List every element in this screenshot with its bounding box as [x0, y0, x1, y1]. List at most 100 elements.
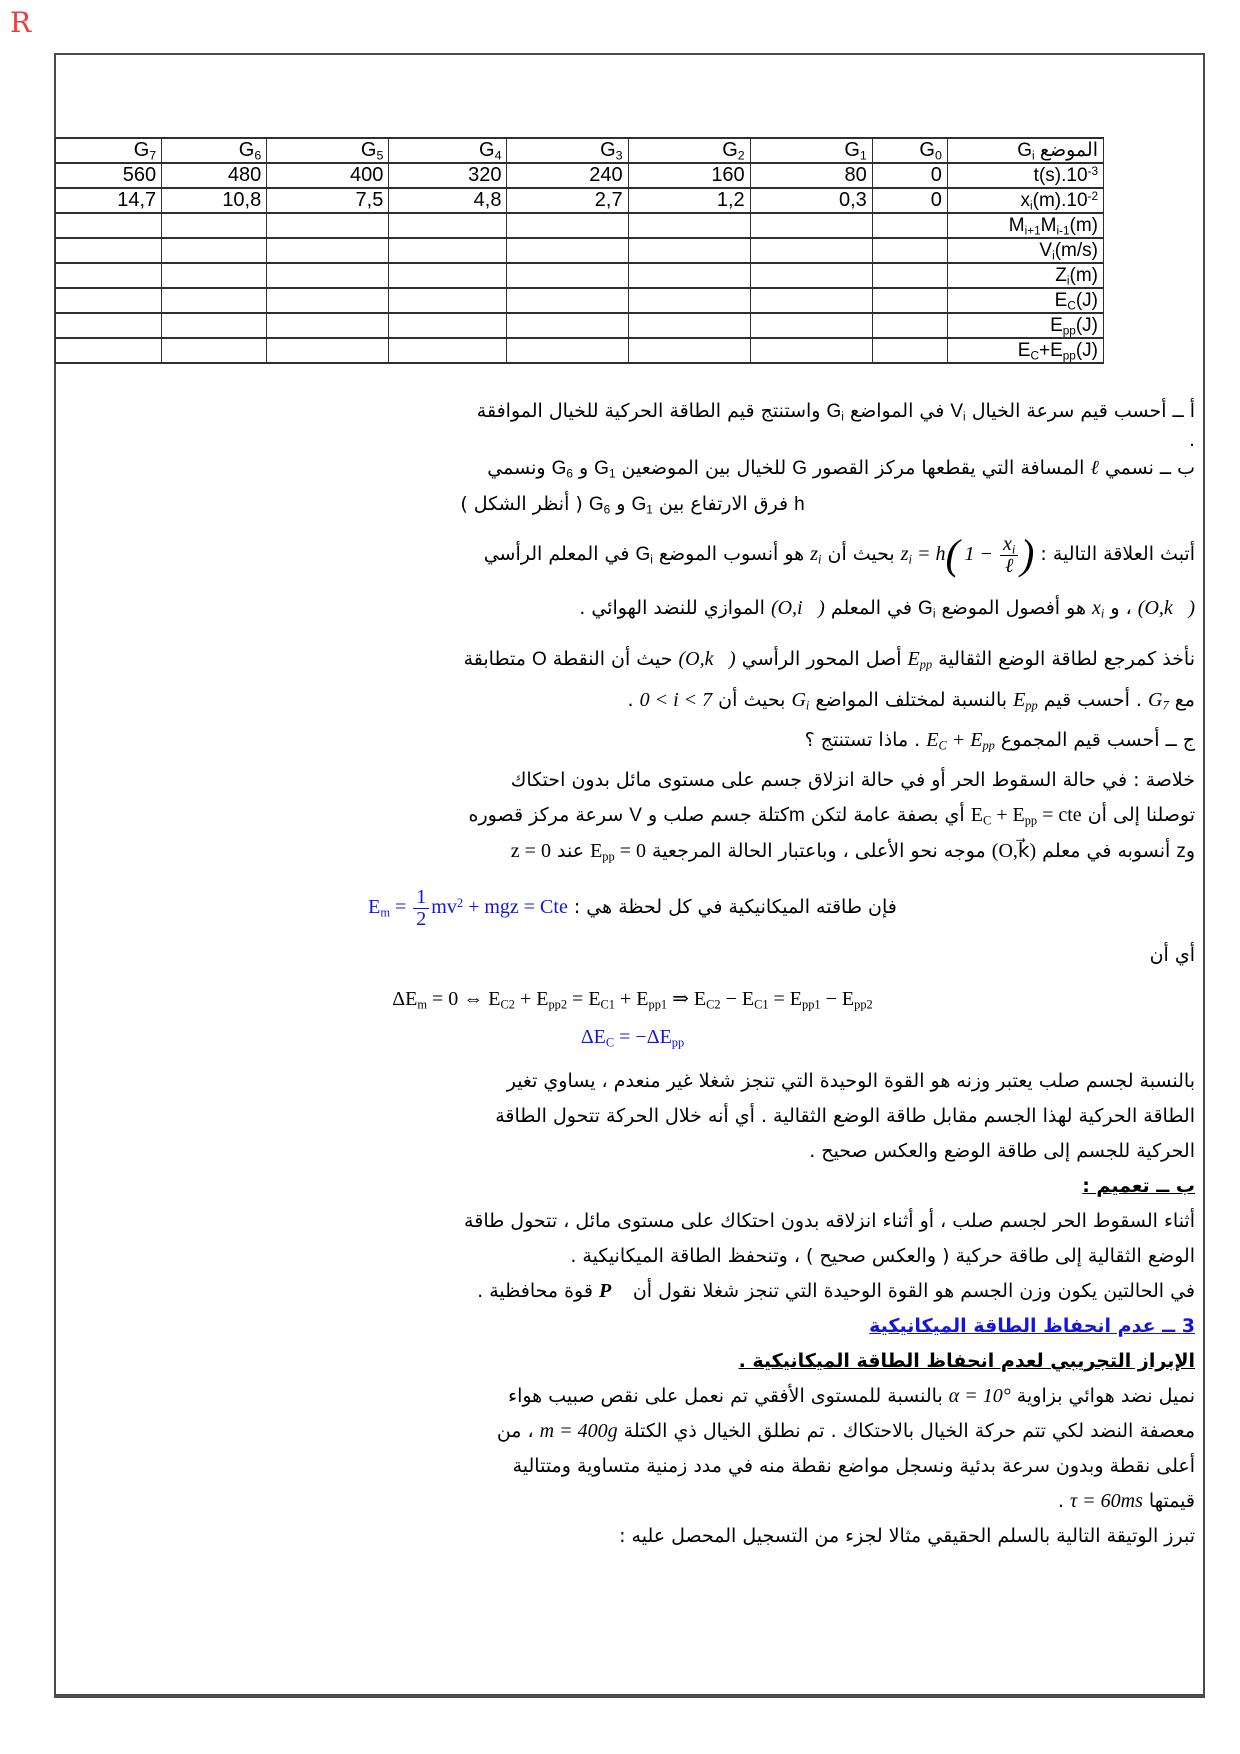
row-label-cell: Vi(m/s): [946, 237, 1105, 264]
solid-body-line3: الحركية للجسم إلى طاقة الوضع والعكس صحيح…: [809, 1140, 1195, 1162]
table-cell: [54, 337, 163, 364]
table-row: Vi(m/s): [54, 237, 1105, 264]
table-cell: [506, 287, 629, 314]
epp-reference-line1: نأخذ كمرجع لطاقة الوضع الثقالية Epp أصل …: [463, 648, 1195, 672]
table-cell: [871, 287, 948, 314]
table-cell: 0: [871, 187, 948, 214]
table-cell: [871, 312, 948, 339]
table-cell: G7: [54, 137, 163, 164]
table-cell: [749, 212, 873, 239]
table-cell: 14,7: [54, 187, 163, 214]
table-cell: [627, 312, 751, 339]
table-cell: [749, 312, 873, 339]
table-cell: [627, 287, 751, 314]
table-cell: [627, 337, 751, 364]
generalization-heading: ب ــ تعميم :: [1082, 1175, 1195, 1197]
solid-body-line2: الطاقة الحركية لهذا الجسم مقابل طاقة الو…: [495, 1105, 1195, 1127]
page-border: الموضع Gi G0 G1 G2 G3 G4 G5 G6 G7 t(s).10-3 0 80 160…: [54, 53, 1205, 1698]
summary-line3: وz أنسوبه في معلم (O,k⃗) موجه نحو الأعلى…: [510, 840, 1195, 864]
table-cell: 7,5: [266, 187, 390, 214]
table-cell: [871, 212, 948, 239]
document-intro-line: تبرز الوتيقة التالية بالسلم الحقيقي مثال…: [619, 1525, 1195, 1547]
table-cell: 80: [749, 162, 873, 189]
table-cell: [54, 212, 163, 239]
question-a-line: أ ــ أحسب قيم سرعة الخيال Vi في المواضع …: [476, 400, 1195, 424]
table-cell: 560: [54, 162, 163, 189]
table-cell: [388, 337, 508, 364]
section-3-heading: 3 ــ عدم انحفاظ الطاقة الميكانيكية: [869, 1315, 1195, 1337]
table-cell: 480: [161, 162, 268, 189]
question-b-line1: ب ــ نسمي ℓ المسافة التي يقطعها مركز الق…: [487, 457, 1195, 481]
table-row: Mi+1Mi-1(m): [54, 212, 1105, 239]
table-cell: [749, 262, 873, 289]
question-c-line: ج ــ أحسب قيم المجموع EC + Epp . ماذا تس…: [804, 729, 1195, 753]
generalization-line1: أثناء السقوط الحر لجسم صلب ، أو أثناء ان…: [464, 1210, 1195, 1232]
table-cell: 240: [506, 162, 629, 189]
mechanical-energy-formula: فإن طاقته الميكانيكية في كل لحظة هي : Em…: [368, 886, 897, 930]
table-cell: [266, 212, 390, 239]
table-cell: [161, 262, 268, 289]
table-cell: [161, 237, 268, 264]
table-cell: 10,8: [161, 187, 268, 214]
table-cell: [388, 262, 508, 289]
table-cell: [388, 287, 508, 314]
table-cell: [266, 312, 390, 339]
table-row: EC+Epp(J): [54, 337, 1105, 364]
table-cell: 400: [266, 162, 390, 189]
table-cell: [54, 262, 163, 289]
question-a-period: .: [1188, 429, 1195, 451]
generalization-line2: الوضع الثقالية إلى طاقة حركية ( والعكس ص…: [570, 1245, 1195, 1267]
table-cell: [627, 262, 751, 289]
table-cell: [161, 287, 268, 314]
table-cell: [749, 287, 873, 314]
experiment-line1: نميل نضد هوائي بزاوية α = 10° بالنسبة لل…: [508, 1385, 1195, 1407]
table-cell: G2: [627, 137, 751, 164]
table-cell: [388, 212, 508, 239]
table-cell: [506, 262, 629, 289]
delta-ec-formula: ΔEC = −ΔEpp: [580, 1026, 685, 1050]
table-cell: [161, 312, 268, 339]
experiment-line3: أعلى نقطة وبدون سرعة بدئية ونسجل مواضع ن…: [512, 1455, 1195, 1477]
table-cell: [388, 237, 508, 264]
table-cell: [627, 237, 751, 264]
table-cell: 4,8: [388, 187, 508, 214]
table-cell: 0: [871, 162, 948, 189]
row-label-cell: EC(J): [946, 287, 1105, 314]
table-cell: [506, 212, 629, 239]
table-row: الموضع Gi G0 G1 G2 G3 G4 G5 G6 G7: [54, 137, 1105, 164]
table-cell: [627, 212, 751, 239]
watermark-r: R: [10, 6, 32, 39]
table-cell: G6: [161, 137, 268, 164]
table-row: EC(J): [54, 287, 1105, 314]
table-cell: G1: [749, 137, 873, 164]
table-cell: [506, 237, 629, 264]
table-cell: G0: [871, 137, 948, 164]
table-cell: [161, 337, 268, 364]
table-cell: [871, 337, 948, 364]
table-cell: [266, 337, 390, 364]
table-cell: 2,7: [506, 187, 629, 214]
table-cell: [54, 287, 163, 314]
row-label-cell: xi(m).10-2: [946, 187, 1105, 214]
table-row: xi(m).10-2 0 0,3 1,2 2,7 4,8 7,5 10,8 14,7: [54, 187, 1105, 214]
row-label-cell: الموضع Gi: [946, 137, 1105, 164]
table-body: الموضع Gi G0 G1 G2 G3 G4 G5 G6 G7 t(s).10-3 0 80 160…: [54, 137, 1105, 364]
table-row: Zi(m): [54, 262, 1105, 289]
frame-line: (O,k⃗) ، و xi هو أفصول الموضع Gi في المع…: [579, 597, 1195, 621]
table-cell: [749, 337, 873, 364]
table-cell: [54, 312, 163, 339]
row-label-cell: Mi+1Mi-1(m): [946, 212, 1105, 239]
experiment-line2: معصفة النضد لكي تتم حركة الخيال بالاحتكا…: [496, 1420, 1195, 1442]
row-label-cell: Zi(m): [946, 262, 1105, 289]
table-row: t(s).10-3 0 80 160 240 320 400 480 560: [54, 162, 1105, 189]
table-cell: 320: [388, 162, 508, 189]
solid-body-line1: بالنسبة لجسم صلب يعتبر وزنه هو القوة الو…: [506, 1070, 1195, 1092]
table-cell: [506, 312, 629, 339]
table-cell: G3: [506, 137, 629, 164]
table-cell: G5: [266, 137, 390, 164]
text-content: أ ــ أحسب قيم سرعة الخيال Vi في المواضع …: [56, 364, 1203, 1553]
table-cell: [266, 262, 390, 289]
experiment-line4: قيمتها τ = 60ms .: [1057, 1490, 1195, 1512]
table-cell: [266, 287, 390, 314]
table-cell: G4: [388, 137, 508, 164]
